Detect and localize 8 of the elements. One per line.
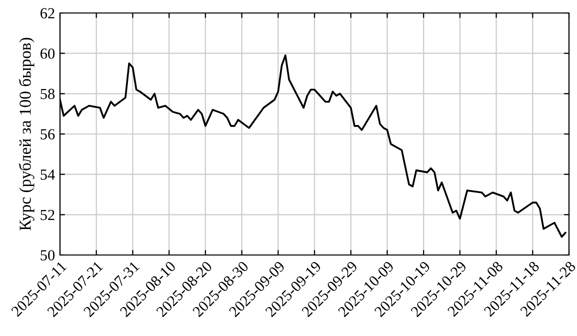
y-tick-label: 62 xyxy=(40,8,54,18)
y-tick-label: 54 xyxy=(40,170,55,180)
y-axis-title: Курс (рублей за 100 быров) xyxy=(18,38,34,230)
y-tick-label: 60 xyxy=(40,48,55,59)
y-tick-label: 56 xyxy=(40,129,55,140)
y-tick-label: 50 xyxy=(40,250,55,260)
y-tick-label: 58 xyxy=(40,88,55,100)
y-tick-label: 52 xyxy=(40,210,54,220)
